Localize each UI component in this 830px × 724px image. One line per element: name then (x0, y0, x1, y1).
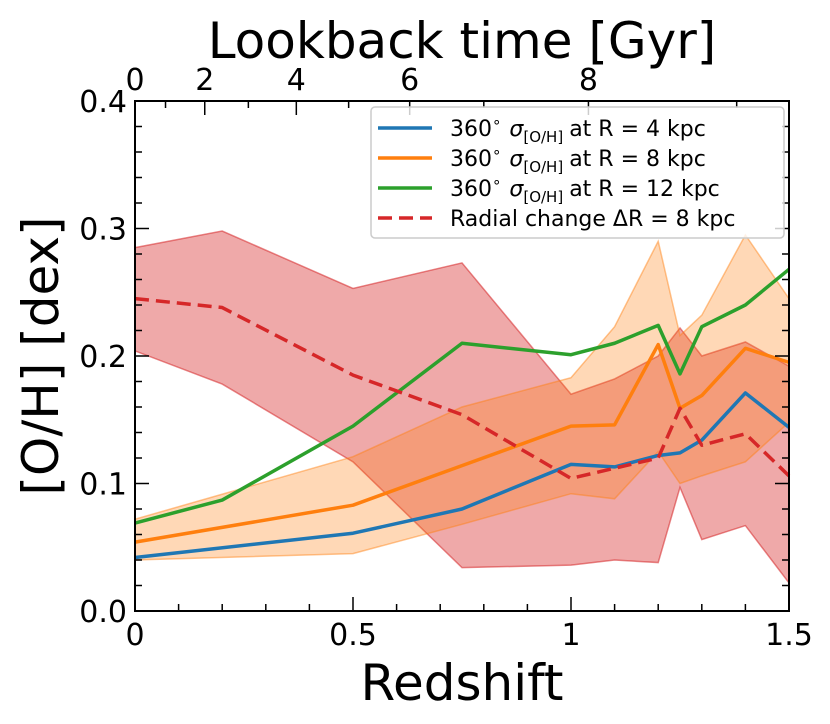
series-lines (134, 267, 791, 560)
y-axis-title: [O/H] [dex] (12, 217, 70, 496)
legend-box (370, 106, 785, 239)
y-tick-label: 0.1 (79, 468, 127, 503)
legend-label-0: 360∘ σ[O/H] at R = 4 kpc (450, 113, 706, 146)
top-tick-label: 0 (125, 63, 144, 98)
x-tick-label: 0 (125, 618, 144, 653)
y-tick-label: 0.4 (79, 85, 127, 120)
tick-labels: 0 0.5 1 1.50.00.10.20.30.40 2 4 6 8 (79, 63, 813, 653)
confidence-bands (134, 230, 790, 586)
y-tick-label: 0.3 (79, 213, 127, 248)
y-tick-label: 0.2 (79, 340, 127, 375)
top-tick-label: 2 (195, 63, 214, 98)
top-axis-title: Lookback time [Gyr] (208, 12, 717, 70)
x-tick-label: 1.5 (765, 618, 813, 653)
series-line-0 (134, 391, 791, 560)
axis-ticks (134, 100, 790, 612)
legend-label-3: Radial change ΔR = 8 kpc (450, 207, 735, 232)
series-line-3 (134, 296, 791, 481)
series-line-2 (134, 267, 791, 525)
top-tick-label: 6 (400, 63, 419, 98)
top-tick-label: 8 (579, 63, 598, 98)
x-tick-label: 0.5 (329, 618, 377, 653)
top-tick-label: 4 (287, 63, 306, 98)
series-line-1 (134, 342, 790, 544)
y-tick-label: 0.0 (79, 595, 127, 630)
legend-label-1: 360∘ σ[O/H] at R = 8 kpc (450, 143, 706, 176)
x-axis-title: Redshift (361, 654, 564, 712)
x-tick-label: 1 (561, 618, 580, 653)
legend-label-2: 360∘ σ[O/H] at R = 12 kpc (450, 173, 720, 206)
